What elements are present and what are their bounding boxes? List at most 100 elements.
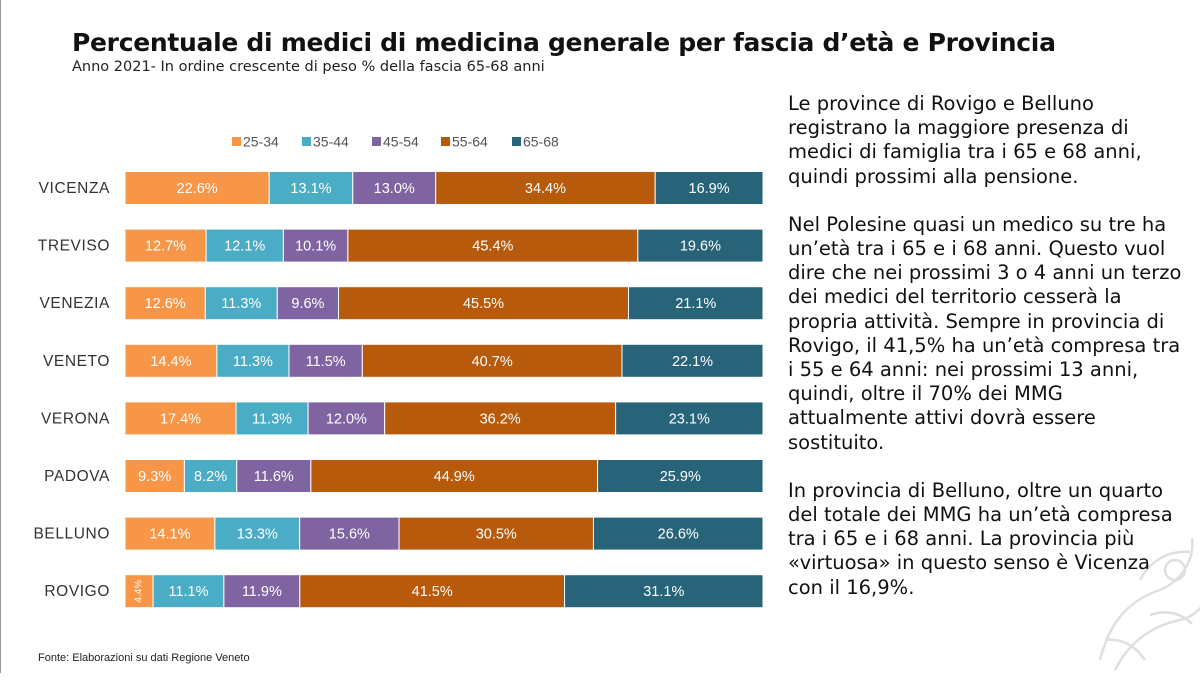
bar-segment-vicenza-55-64 [435, 171, 656, 205]
legend-swatch-35-44 [302, 137, 311, 146]
data-label-padova-25-34: 9.3% [138, 469, 171, 485]
bar-segment-veneto-45-54 [288, 343, 363, 378]
commentary-paragraph-3: In provincia di Belluno, oltre un quarto… [788, 478, 1173, 599]
bar-segment-verona-25-34 [124, 401, 237, 436]
bar-segment-rovigo-55-64 [299, 574, 566, 609]
legend-label-65-68: 65-68 [523, 134, 559, 150]
bar-segment-padova-45-54 [236, 459, 312, 493]
bar-segment-verona-65-68 [615, 401, 764, 436]
bar-segment-vicenza-35-44 [268, 171, 354, 205]
data-label-belluno-35-44: 13.3% [237, 527, 278, 543]
category-label-verona: VERONA [41, 410, 110, 427]
data-label-rovigo-65-68: 31.1% [643, 584, 684, 600]
data-label-verona-35-44: 11.3% [252, 411, 292, 427]
bar-segment-padova-55-64 [310, 459, 599, 493]
commentary-paragraph-2: Nel Polesine quasi un medico su tre ha u… [788, 212, 1182, 454]
bar-segment-belluno-55-64 [398, 516, 594, 551]
page-subtitle: Anno 2021- In ordine crescente di peso %… [72, 59, 545, 75]
bar-segment-veneto-65-68 [621, 343, 764, 378]
source-note: Fonte: Elaborazioni su dati Regione Vene… [38, 652, 250, 664]
bar-segment-treviso-55-64 [347, 228, 639, 263]
data-label-treviso-35-44: 12.1% [224, 239, 265, 255]
data-label-padova-55-64: 44.9% [434, 469, 475, 485]
data-label-padova-45-54: 11.6% [254, 469, 294, 485]
bar-segment-treviso-65-68 [637, 228, 764, 263]
legend-swatch-45-54 [372, 137, 381, 146]
category-label-belluno: BELLUNO [33, 526, 110, 543]
data-label-venezia-45-54: 9.6% [291, 296, 324, 312]
legend-label-55-64: 55-64 [452, 134, 488, 150]
bar-segment-rovigo-65-68 [564, 574, 764, 609]
legend-label-45-54: 45-54 [383, 134, 419, 150]
data-label-veneto-45-54: 11.5% [306, 354, 346, 370]
page-title: Percentuale di medici di medicina genera… [72, 28, 1056, 57]
bar-segment-padova-35-44 [183, 459, 238, 493]
legend-label-25-34: 25-34 [243, 134, 279, 150]
legend-label-35-44: 35-44 [313, 134, 349, 150]
data-label-treviso-55-64: 45.4% [472, 239, 513, 255]
data-label-veneto-65-68: 22.1% [672, 354, 713, 370]
data-label-rovigo-45-54: 11.9% [242, 584, 282, 600]
data-label-verona-25-34: 17.4% [160, 411, 201, 427]
data-label-belluno-25-34: 14.1% [149, 527, 190, 543]
bar-segment-venezia-45-54 [276, 286, 340, 321]
data-label-treviso-25-34: 12.7% [145, 239, 186, 255]
data-label-veneto-55-64: 40.7% [472, 354, 513, 370]
bar-segment-venezia-65-68 [628, 286, 764, 321]
data-label-padova-65-68: 25.9% [660, 469, 701, 485]
data-label-vicenza-45-54: 13.0% [374, 181, 415, 197]
data-label-venezia-25-34: 12.6% [145, 296, 186, 312]
data-label-verona-65-68: 23.1% [669, 411, 710, 427]
category-label-padova: PADOVA [44, 468, 110, 485]
data-label-vicenza-65-68: 16.9% [689, 181, 730, 197]
data-label-venezia-65-68: 21.1% [675, 296, 716, 312]
legend-swatch-25-34 [232, 137, 241, 146]
bar-segment-belluno-65-68 [592, 516, 764, 551]
commentary: Le province di Rovigo e Belluno registra… [788, 92, 1188, 624]
data-label-rovigo-35-44: 11.1% [168, 584, 208, 600]
data-label-belluno-55-64: 30.5% [476, 527, 517, 543]
data-label-belluno-45-54: 15.6% [329, 527, 370, 543]
bar-segment-belluno-35-44 [214, 516, 301, 551]
bar-segment-rovigo-25-34 [124, 574, 154, 609]
stacked-bar-chart: 25-34 35-44 45-54 55-64 65-68 VICENZA 22.6% 13.… [33, 134, 764, 609]
data-label-veneto-35-44: 11.3% [233, 354, 273, 370]
data-label-venezia-35-44: 11.3% [221, 296, 261, 312]
category-label-vicenza: VICENZA [39, 180, 110, 197]
data-label-treviso-45-54: 10.1% [295, 239, 336, 255]
bar-segment-treviso-45-54 [282, 228, 349, 263]
bar-segment-vicenza-65-68 [654, 171, 764, 205]
data-label-vicenza-35-44: 13.1% [290, 181, 331, 197]
data-label-verona-55-64: 36.2% [480, 411, 521, 427]
legend-swatch-65-68 [512, 137, 521, 146]
data-label-treviso-65-68: 19.6% [680, 239, 721, 255]
bar-segment-veneto-55-64 [361, 343, 623, 378]
data-label-veneto-25-34: 14.4% [150, 354, 191, 370]
category-label-treviso: TREVISO [38, 238, 110, 255]
data-label-verona-45-54: 12.0% [326, 411, 367, 427]
lion-emblem-watermark [1098, 537, 1200, 671]
data-label-belluno-65-68: 26.6% [658, 527, 699, 543]
bar-segment-verona-45-54 [307, 401, 386, 436]
bar-segment-vicenza-25-34 [124, 171, 270, 205]
category-label-rovigo: ROVIGO [44, 583, 110, 600]
bar-segment-veneto-35-44 [216, 343, 290, 378]
category-label-veneto: VENETO [43, 353, 110, 370]
data-label-padova-35-44: 8.2% [194, 469, 227, 485]
bar-segment-padova-65-68 [597, 459, 764, 493]
bar-segment-treviso-35-44 [205, 228, 284, 263]
data-label-rovigo-25-34: 4.4% [134, 580, 145, 603]
bar-segment-venezia-25-34 [124, 286, 206, 321]
data-label-vicenza-55-64: 34.4% [525, 181, 566, 197]
commentary-paragraph-1: Le province di Rovigo e Belluno registra… [788, 92, 1142, 188]
bar-segment-padova-25-34 [124, 459, 185, 493]
data-label-vicenza-25-34: 22.6% [177, 181, 218, 197]
category-label-venezia: VENEZIA [39, 295, 110, 312]
bar-segment-treviso-25-34 [124, 228, 207, 263]
bar-segment-venezia-35-44 [204, 286, 278, 321]
legend-swatch-55-64 [441, 137, 450, 146]
bar-segment-rovigo-45-54 [223, 574, 301, 609]
data-label-rovigo-55-64: 41.5% [412, 584, 453, 600]
data-label-venezia-55-64: 45.5% [463, 296, 504, 312]
bar-segment-verona-55-64 [384, 401, 617, 436]
